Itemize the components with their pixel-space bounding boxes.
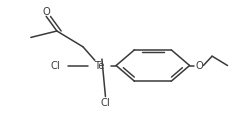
Text: Cl: Cl [51,60,61,71]
Text: O: O [195,60,203,71]
Text: O: O [42,7,50,17]
Text: Cl: Cl [100,98,110,108]
Text: Te: Te [94,60,105,71]
